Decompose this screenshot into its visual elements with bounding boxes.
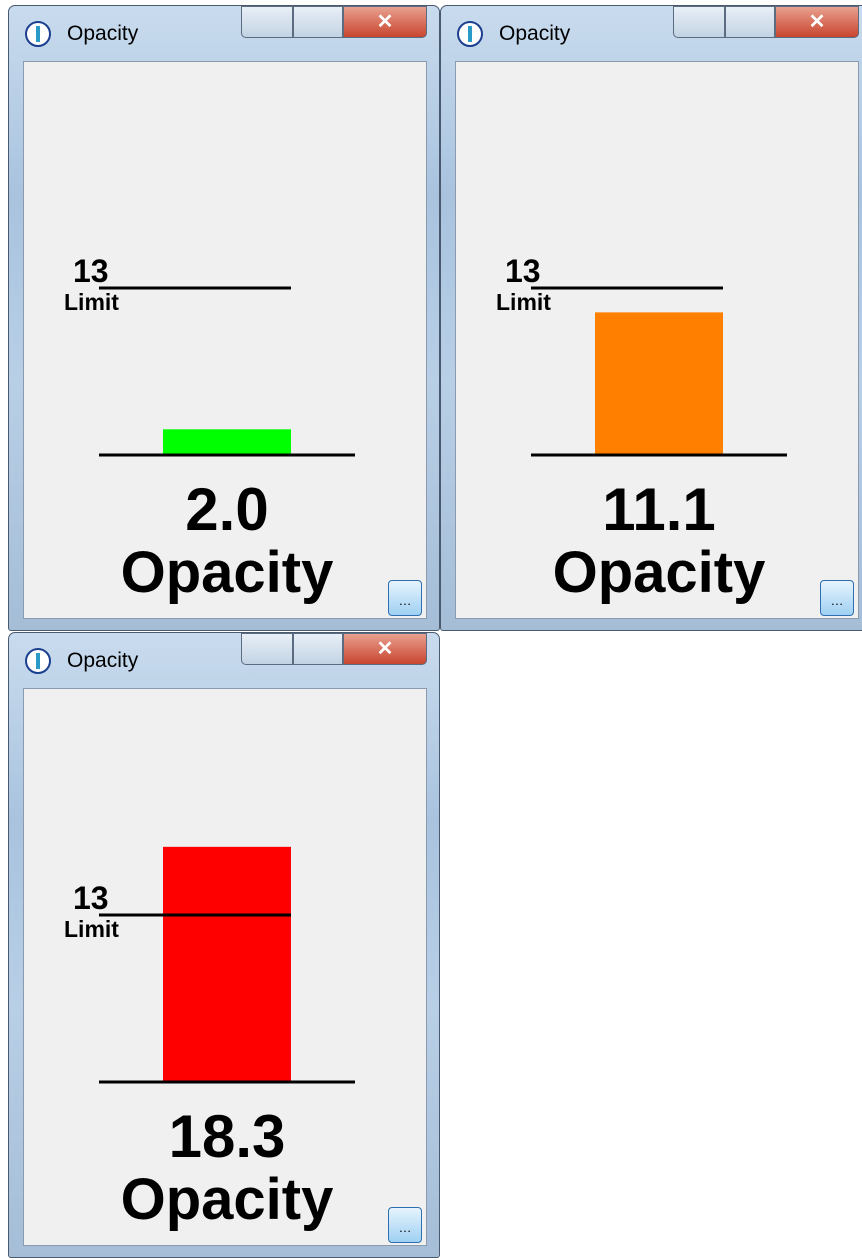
minimize-button[interactable] (241, 6, 293, 38)
bar (163, 429, 291, 455)
bar (163, 846, 291, 1082)
value-label: 2.0 (185, 476, 268, 543)
maximize-button[interactable] (293, 633, 343, 665)
options-button[interactable]: … (388, 1207, 422, 1243)
app-icon (25, 648, 51, 674)
window-title: Opacity (499, 22, 571, 45)
maximize-button[interactable] (293, 6, 343, 38)
window: Opacity ✕ 13 Limit 2.0 Opacity… (8, 5, 440, 631)
client-area: 13 Limit 11.1 Opacity … (455, 61, 859, 619)
window-title: Opacity (67, 22, 139, 45)
limit-value: 13 (505, 253, 541, 289)
limit-label: Limit (64, 289, 119, 315)
app-icon (457, 21, 483, 47)
client-area: 13 Limit 18.3 Opacity … (23, 688, 427, 1246)
minimize-button[interactable] (673, 6, 725, 38)
limit-label: Limit (64, 916, 119, 942)
maximize-button[interactable] (725, 6, 775, 38)
close-button[interactable]: ✕ (343, 6, 427, 38)
window: Opacity ✕ 13 Limit 18.3 Opacity… (8, 632, 440, 1258)
minimize-button[interactable] (241, 633, 293, 665)
options-button[interactable]: … (820, 580, 854, 616)
gauge-label: Opacity (121, 1167, 334, 1232)
window-title: Opacity (67, 649, 139, 672)
limit-value: 13 (73, 253, 109, 289)
window: Opacity ✕ 13 Limit 11.1 Opacity… (440, 5, 862, 631)
limit-label: Limit (496, 289, 551, 315)
value-label: 11.1 (602, 476, 715, 543)
options-button[interactable]: … (388, 580, 422, 616)
client-area: 13 Limit 2.0 Opacity … (23, 61, 427, 619)
value-label: 18.3 (169, 1103, 286, 1170)
close-button[interactable]: ✕ (343, 633, 427, 665)
gauge-label: Opacity (553, 540, 766, 605)
app-icon (25, 21, 51, 47)
close-button[interactable]: ✕ (775, 6, 859, 38)
limit-value: 13 (73, 880, 109, 916)
bar (595, 312, 723, 455)
gauge-label: Opacity (121, 540, 334, 605)
